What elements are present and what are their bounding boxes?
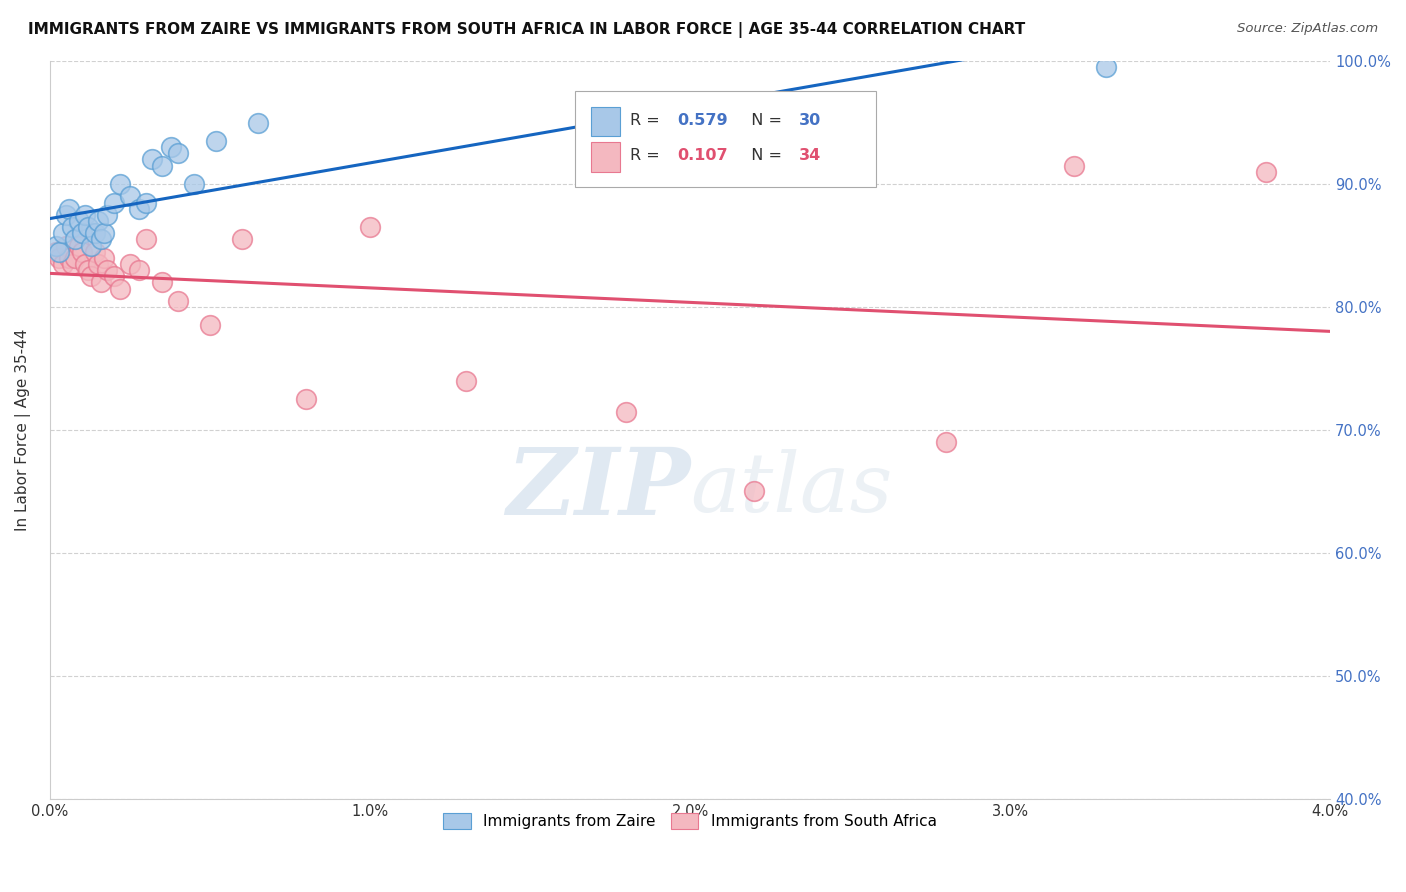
Point — [90, 232, 112, 246]
Point — [96, 208, 118, 222]
Point — [70, 244, 93, 259]
Point — [58, 202, 80, 216]
Point — [935, 435, 957, 450]
Text: ZIP: ZIP — [506, 444, 690, 534]
Point — [166, 293, 188, 308]
Point — [166, 146, 188, 161]
Point — [77, 220, 100, 235]
Point — [96, 263, 118, 277]
Point — [160, 140, 183, 154]
Point — [1256, 165, 1278, 179]
Text: N =: N = — [741, 112, 787, 128]
Point — [103, 195, 125, 210]
Point — [73, 208, 96, 222]
Point — [93, 251, 115, 265]
Point — [454, 374, 477, 388]
Text: R =: R = — [630, 112, 665, 128]
Point — [45, 244, 67, 259]
Point — [83, 244, 105, 259]
Point — [70, 227, 93, 241]
Point — [87, 257, 110, 271]
Point — [80, 269, 103, 284]
Point — [1095, 60, 1118, 74]
Text: 30: 30 — [799, 112, 821, 128]
Point — [60, 257, 83, 271]
Text: Source: ZipAtlas.com: Source: ZipAtlas.com — [1237, 22, 1378, 36]
Point — [108, 177, 131, 191]
Point — [614, 404, 637, 418]
Point — [150, 276, 173, 290]
Text: 0.107: 0.107 — [678, 148, 728, 163]
Point — [135, 232, 157, 246]
Point — [45, 238, 67, 252]
Point — [87, 214, 110, 228]
Text: 34: 34 — [799, 148, 821, 163]
Point — [183, 177, 205, 191]
Text: IMMIGRANTS FROM ZAIRE VS IMMIGRANTS FROM SOUTH AFRICA IN LABOR FORCE | AGE 35-44: IMMIGRANTS FROM ZAIRE VS IMMIGRANTS FROM… — [28, 22, 1025, 38]
Point — [65, 251, 87, 265]
Point — [198, 318, 221, 333]
Point — [742, 484, 765, 499]
Point — [51, 257, 73, 271]
Point — [83, 227, 105, 241]
Point — [80, 238, 103, 252]
Point — [90, 276, 112, 290]
Point — [108, 282, 131, 296]
Point — [55, 208, 77, 222]
Point — [48, 251, 70, 265]
Y-axis label: In Labor Force | Age 35-44: In Labor Force | Age 35-44 — [15, 329, 31, 531]
Point — [205, 134, 228, 148]
Point — [118, 189, 141, 203]
Point — [93, 227, 115, 241]
Point — [118, 257, 141, 271]
Point — [67, 238, 90, 252]
Point — [48, 244, 70, 259]
Text: 0.579: 0.579 — [678, 112, 728, 128]
Point — [58, 251, 80, 265]
Point — [65, 232, 87, 246]
Point — [77, 263, 100, 277]
Legend: Immigrants from Zaire, Immigrants from South Africa: Immigrants from Zaire, Immigrants from S… — [437, 806, 943, 836]
Point — [103, 269, 125, 284]
FancyBboxPatch shape — [575, 91, 876, 186]
Point — [141, 153, 163, 167]
Point — [67, 214, 90, 228]
Point — [150, 159, 173, 173]
Text: atlas: atlas — [690, 449, 893, 529]
Point — [55, 238, 77, 252]
Point — [295, 392, 318, 407]
Point — [1063, 159, 1085, 173]
Point — [128, 202, 150, 216]
Text: N =: N = — [741, 148, 787, 163]
Bar — [592, 107, 620, 136]
Point — [359, 220, 381, 235]
Point — [135, 195, 157, 210]
Point — [51, 227, 73, 241]
Bar — [592, 143, 620, 172]
Point — [128, 263, 150, 277]
Point — [60, 220, 83, 235]
Point — [246, 115, 269, 129]
Point — [73, 257, 96, 271]
Text: R =: R = — [630, 148, 665, 163]
Point — [231, 232, 253, 246]
